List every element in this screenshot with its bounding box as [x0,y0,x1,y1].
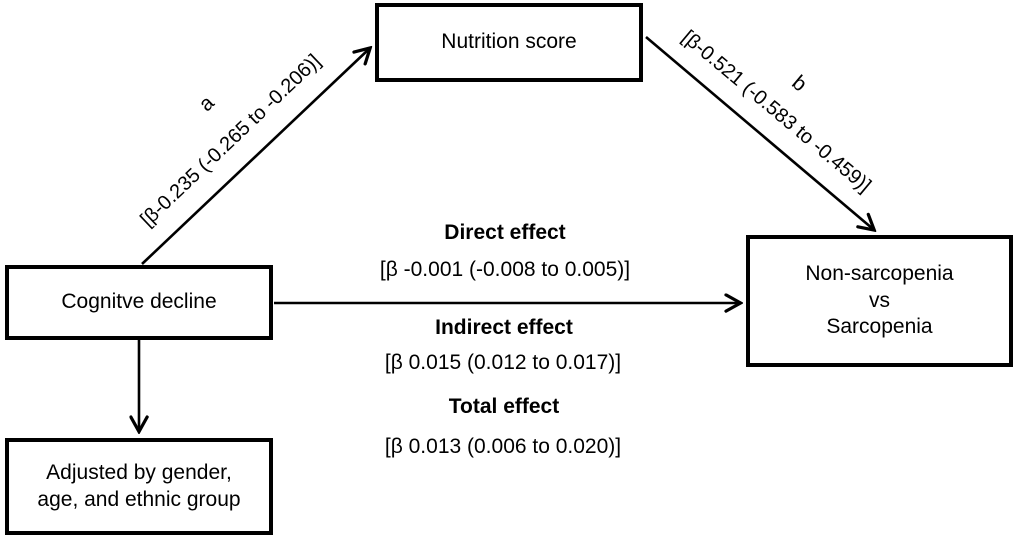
direct-effect-value: [β -0.001 (-0.008 to 0.005)] [379,258,631,281]
indirect-effect-value: [β 0.015 (0.012 to 0.017)] [384,351,622,374]
outcome-box-line3: Sarcopenia [826,315,933,339]
path-b-arrow [645,36,873,229]
mediator-box-label: Nutrition score [441,30,577,54]
mediator-box: Nutrition score [375,3,643,82]
covariates-box: Adjusted by gender, age, and ethnic grou… [5,438,273,535]
predictor-box-label: Cognitve decline [61,290,217,314]
covariates-box-line2: age, and ethnic group [37,487,241,511]
predictor-box: Cognitve decline [5,265,273,340]
outcome-box: Non-sarcopenia vs Sarcopenia [746,235,1013,367]
outcome-box-line1: Non-sarcopenia [805,261,954,285]
outcome-box-line2: vs [869,288,890,312]
path-a-arrow [141,49,369,265]
total-effect-value: [β 0.013 (0.006 to 0.020)] [384,435,622,458]
covariates-box-line1: Adjusted by gender, [46,460,232,484]
total-effect-title: Total effect [448,395,560,418]
indirect-effect-title: Indirect effect [435,316,573,339]
direct-effect-title: Direct effect [444,221,566,244]
